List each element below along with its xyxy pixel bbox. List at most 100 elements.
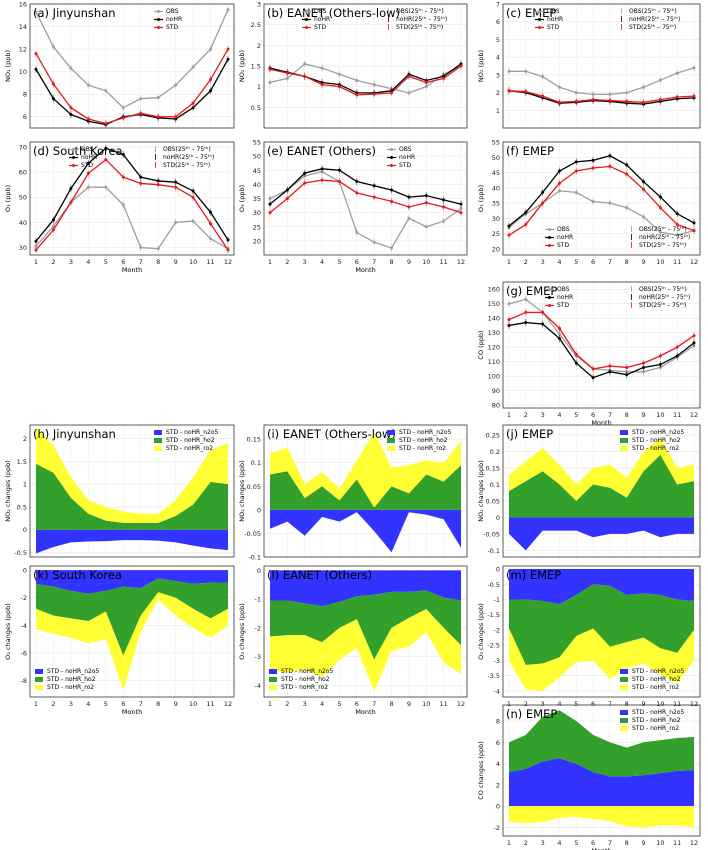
panel-title: (c) EMEP [506,6,556,20]
y-tick-label: 16 [19,1,27,9]
y-tick-label: 0.05 [486,497,500,505]
panel-b: 0.5 1 1.5 2 2.5 3 (b) EANET (Others-low) NO₂ (p… [238,1,468,129]
data-point [121,153,125,157]
x-tick-label: 2 [285,700,289,708]
area-series-2 [509,454,694,518]
y-tick-label: 60 [19,169,27,177]
y-tick-label: 2 [496,781,500,789]
y-tick-label: 0.5 [17,503,27,511]
x-tick-label: 2 [285,258,289,266]
data-point [337,168,341,172]
y-tick-label: 1.5 [251,63,261,71]
data-point [69,186,73,190]
data-point [69,106,73,110]
x-tick-label: 1 [507,258,511,266]
legend-label: OBS(25ᵗʰ – 75ᵗʰ) [163,146,211,153]
x-axis-label: Month [591,419,611,427]
data-point [174,180,178,184]
data-point [156,96,160,100]
plot-frame [502,704,701,837]
x-tick-label: 11 [673,411,681,419]
legend-label: STD - noHR_ro2 [632,725,679,732]
legend-marker [305,10,308,13]
data-point [541,190,545,194]
legend-label: STD [314,24,326,31]
y-tick-label: -1.5 [487,611,500,619]
data-point [442,198,446,202]
legend-label: STD(25ᵗʰ – 75ᵗʰ) [639,302,686,309]
legend-label: STD(25ᵗʰ – 75ᵗʰ) [629,24,676,31]
data-point [642,361,646,365]
legend-swatch [154,430,162,435]
data-point [424,85,428,89]
legend-marker [548,288,551,291]
data-point [51,97,55,101]
x-tick-label: 10 [422,258,430,266]
panel-k: -8-6-4-201 2 3 4 5 6 7 8 9 10 11 12(k) South KoreaO… [4,565,235,716]
legend-marker [538,26,541,29]
legend-label: STD - noHR_ro2 [632,445,679,452]
legend-swatch [620,685,628,690]
legend-marker [548,236,551,239]
x-tick-label: 10 [656,839,664,847]
x-tick-label: 3 [541,700,545,708]
area-series-1 [509,569,694,605]
data-point [372,184,376,188]
legend-label: OBS(25ᵗʰ – 75ᵗʰ) [629,8,677,15]
data-point [459,202,463,206]
y-tick-label: 0.15 [247,436,261,444]
x-tick-label: 12 [690,700,698,708]
data-point [174,220,178,224]
y-axis-label: NO₂ changes (ppb) [4,460,12,521]
data-point [541,310,545,314]
data-point [608,201,612,205]
legend-marker [538,18,541,21]
x-tick-label: 4 [557,700,561,708]
legend-swatch [35,685,43,690]
y-tick-label: 90 [492,387,500,395]
x-tick-label: 7 [372,258,376,266]
panel-l: -4-3-2-101 2 3 4 5 6 7 8 9 10 11 12(l) EANET (Other… [238,565,468,716]
x-tick-label: 4 [557,411,561,419]
data-point [320,83,324,87]
plot-frame [29,141,235,256]
legend-label: noHR [399,154,415,161]
y-tick-label: 4 [496,760,500,768]
data-point [424,81,428,85]
y-tick-label: 3 [257,1,261,9]
line-series-2 [508,155,695,227]
x-tick-label: 3 [303,258,307,266]
y-axis-label: O₃ changes (ppb) [238,603,246,660]
y-tick-label: 80 [492,402,500,410]
y-axis-label: O₃ (ppb) [4,185,12,212]
panel-title: (j) EMEP [506,427,553,441]
data-point [156,115,160,119]
data-point [355,180,359,184]
data-point [209,78,213,82]
legend-swatch [154,438,162,443]
y-axis-label: NO₂ (ppb) [477,50,485,82]
legend-label: STD - noHR_ho2 [47,676,96,683]
x-axis-label: Month [122,266,142,274]
line-series-1 [269,170,462,249]
legend-swatch [269,669,277,674]
x-tick-label: 6 [121,700,125,708]
data-point [658,206,662,210]
x-tick-label: 4 [86,700,90,708]
y-axis-label: NO₂ (ppb) [238,50,246,82]
data-point [424,194,428,198]
data-point [574,169,578,173]
x-tick-label: 4 [557,839,561,847]
x-tick-label: 8 [625,700,629,708]
data-point [268,81,272,85]
data-point [86,83,90,87]
y-tick-label: 150 [488,300,500,308]
area-series-2 [36,578,228,656]
y-tick-label: -4 [21,622,27,630]
x-tick-label: 7 [139,700,143,708]
y-tick-label: -3 [255,653,261,661]
